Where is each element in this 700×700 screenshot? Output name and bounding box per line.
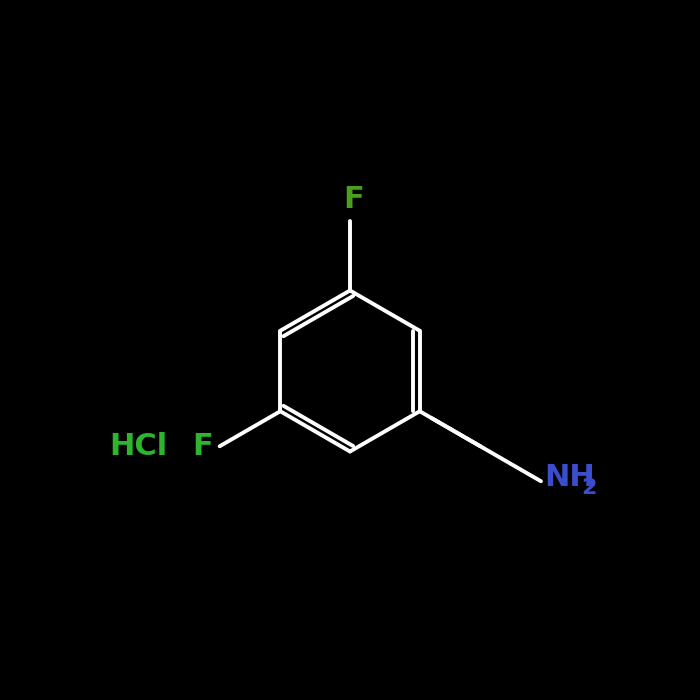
Text: NH: NH (545, 463, 595, 492)
Text: HCl: HCl (109, 432, 167, 461)
Text: F: F (192, 432, 213, 461)
Text: F: F (343, 185, 364, 214)
Text: 2: 2 (581, 478, 596, 498)
